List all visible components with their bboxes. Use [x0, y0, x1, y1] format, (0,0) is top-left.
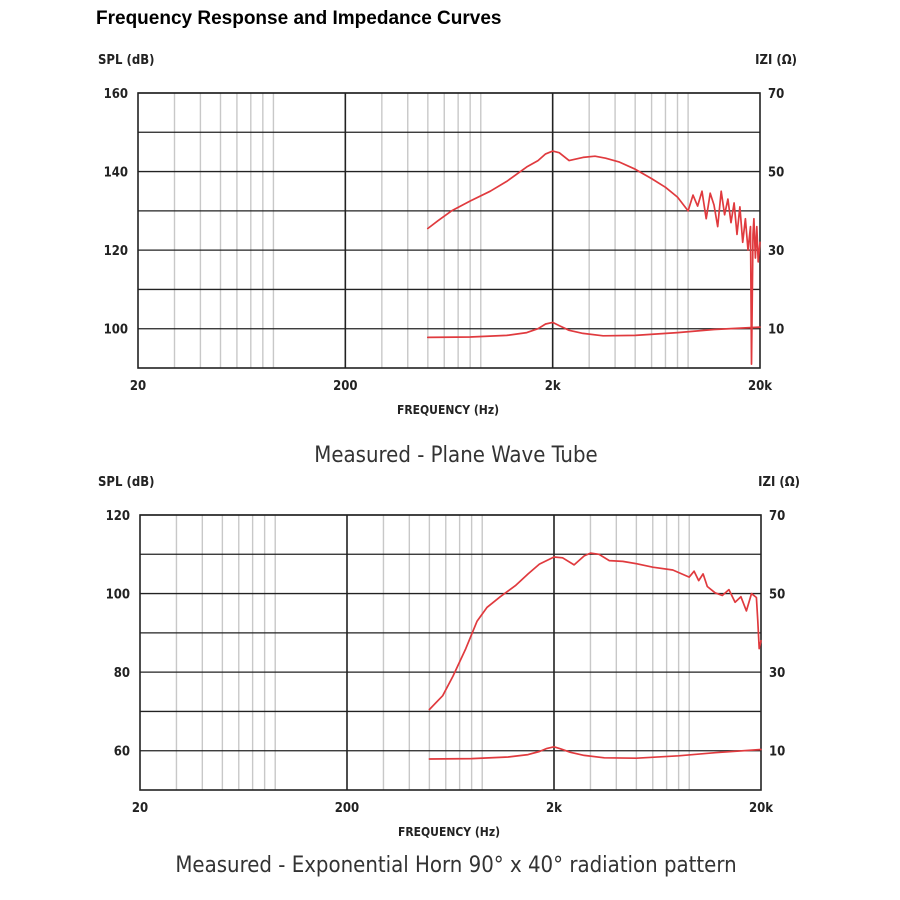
- x-axis-label: FREQUENCY (Hz): [398, 825, 500, 839]
- horizontal-gridlines: [137, 92, 761, 369]
- tick-labels: 20 200 2k 20k 100 120 140 160 10 30 50 70: [104, 87, 785, 394]
- chart-caption: Measured - Plane Wave Tube: [314, 443, 597, 468]
- chart-caption: Measured - Exponential Horn 90° x 40° ra…: [175, 853, 736, 878]
- y-tick-label-right: 70: [768, 87, 784, 102]
- y-tick-label-right: 30: [769, 666, 785, 681]
- y-axis-label-left: SPL (dB): [98, 475, 155, 490]
- series: [426, 150, 761, 365]
- spl-curve: [426, 150, 761, 365]
- y-tick-label-right: 10: [769, 745, 785, 760]
- plot-frame: [139, 514, 762, 791]
- y-tick-label-right: 70: [769, 509, 785, 524]
- y-tick-label-left: 80: [114, 666, 130, 681]
- major-gridlines: [344, 93, 554, 368]
- impedance-curve: [428, 745, 762, 760]
- minor-gridlines: [175, 515, 690, 790]
- series: [428, 552, 762, 760]
- x-tick-label: 20k: [748, 379, 772, 394]
- page-title: Frequency Response and Impedance Curves: [96, 8, 502, 29]
- x-tick-label: 2k: [545, 379, 561, 394]
- y-tick-label-left: 160: [104, 87, 128, 102]
- exponential-horn-chart: 20 200 2k 20k 60 80 100 120 10 30 50 70 SPL (dB) IZ…: [98, 475, 800, 878]
- y-tick-label-right: 50: [769, 588, 785, 603]
- y-tick-label-right: 50: [768, 166, 784, 181]
- y-tick-label-right: 30: [768, 244, 784, 259]
- tick-labels: 20 200 2k 20k 60 80 100 120 10 30 50 70: [106, 509, 786, 816]
- y-axis-label-left: SPL (dB): [98, 53, 155, 68]
- horizontal-gridlines: [139, 514, 762, 791]
- y-axis-label-right: IZI (Ω): [758, 475, 800, 490]
- x-tick-label: 200: [335, 801, 359, 816]
- y-tick-label-left: 120: [106, 509, 130, 524]
- x-tick-label: 200: [333, 379, 357, 394]
- y-tick-label-left: 100: [104, 323, 128, 338]
- impedance-curve: [426, 321, 761, 339]
- y-tick-label-left: 140: [104, 166, 128, 181]
- spl-curve: [428, 552, 762, 711]
- y-tick-label-left: 60: [114, 745, 130, 760]
- major-gridlines: [346, 515, 555, 790]
- minor-gridlines: [173, 93, 689, 368]
- x-tick-label: 20: [130, 379, 146, 394]
- x-tick-label: 2k: [546, 801, 562, 816]
- x-tick-label: 20: [132, 801, 148, 816]
- x-tick-label: 20k: [749, 801, 773, 816]
- y-axis-label-right: IZI (Ω): [755, 53, 797, 68]
- y-tick-label-left: 120: [104, 244, 128, 259]
- y-tick-label-right: 10: [768, 323, 784, 338]
- x-axis-label: FREQUENCY (Hz): [397, 403, 499, 417]
- y-tick-label-left: 100: [106, 588, 130, 603]
- plot-frame: [137, 92, 761, 369]
